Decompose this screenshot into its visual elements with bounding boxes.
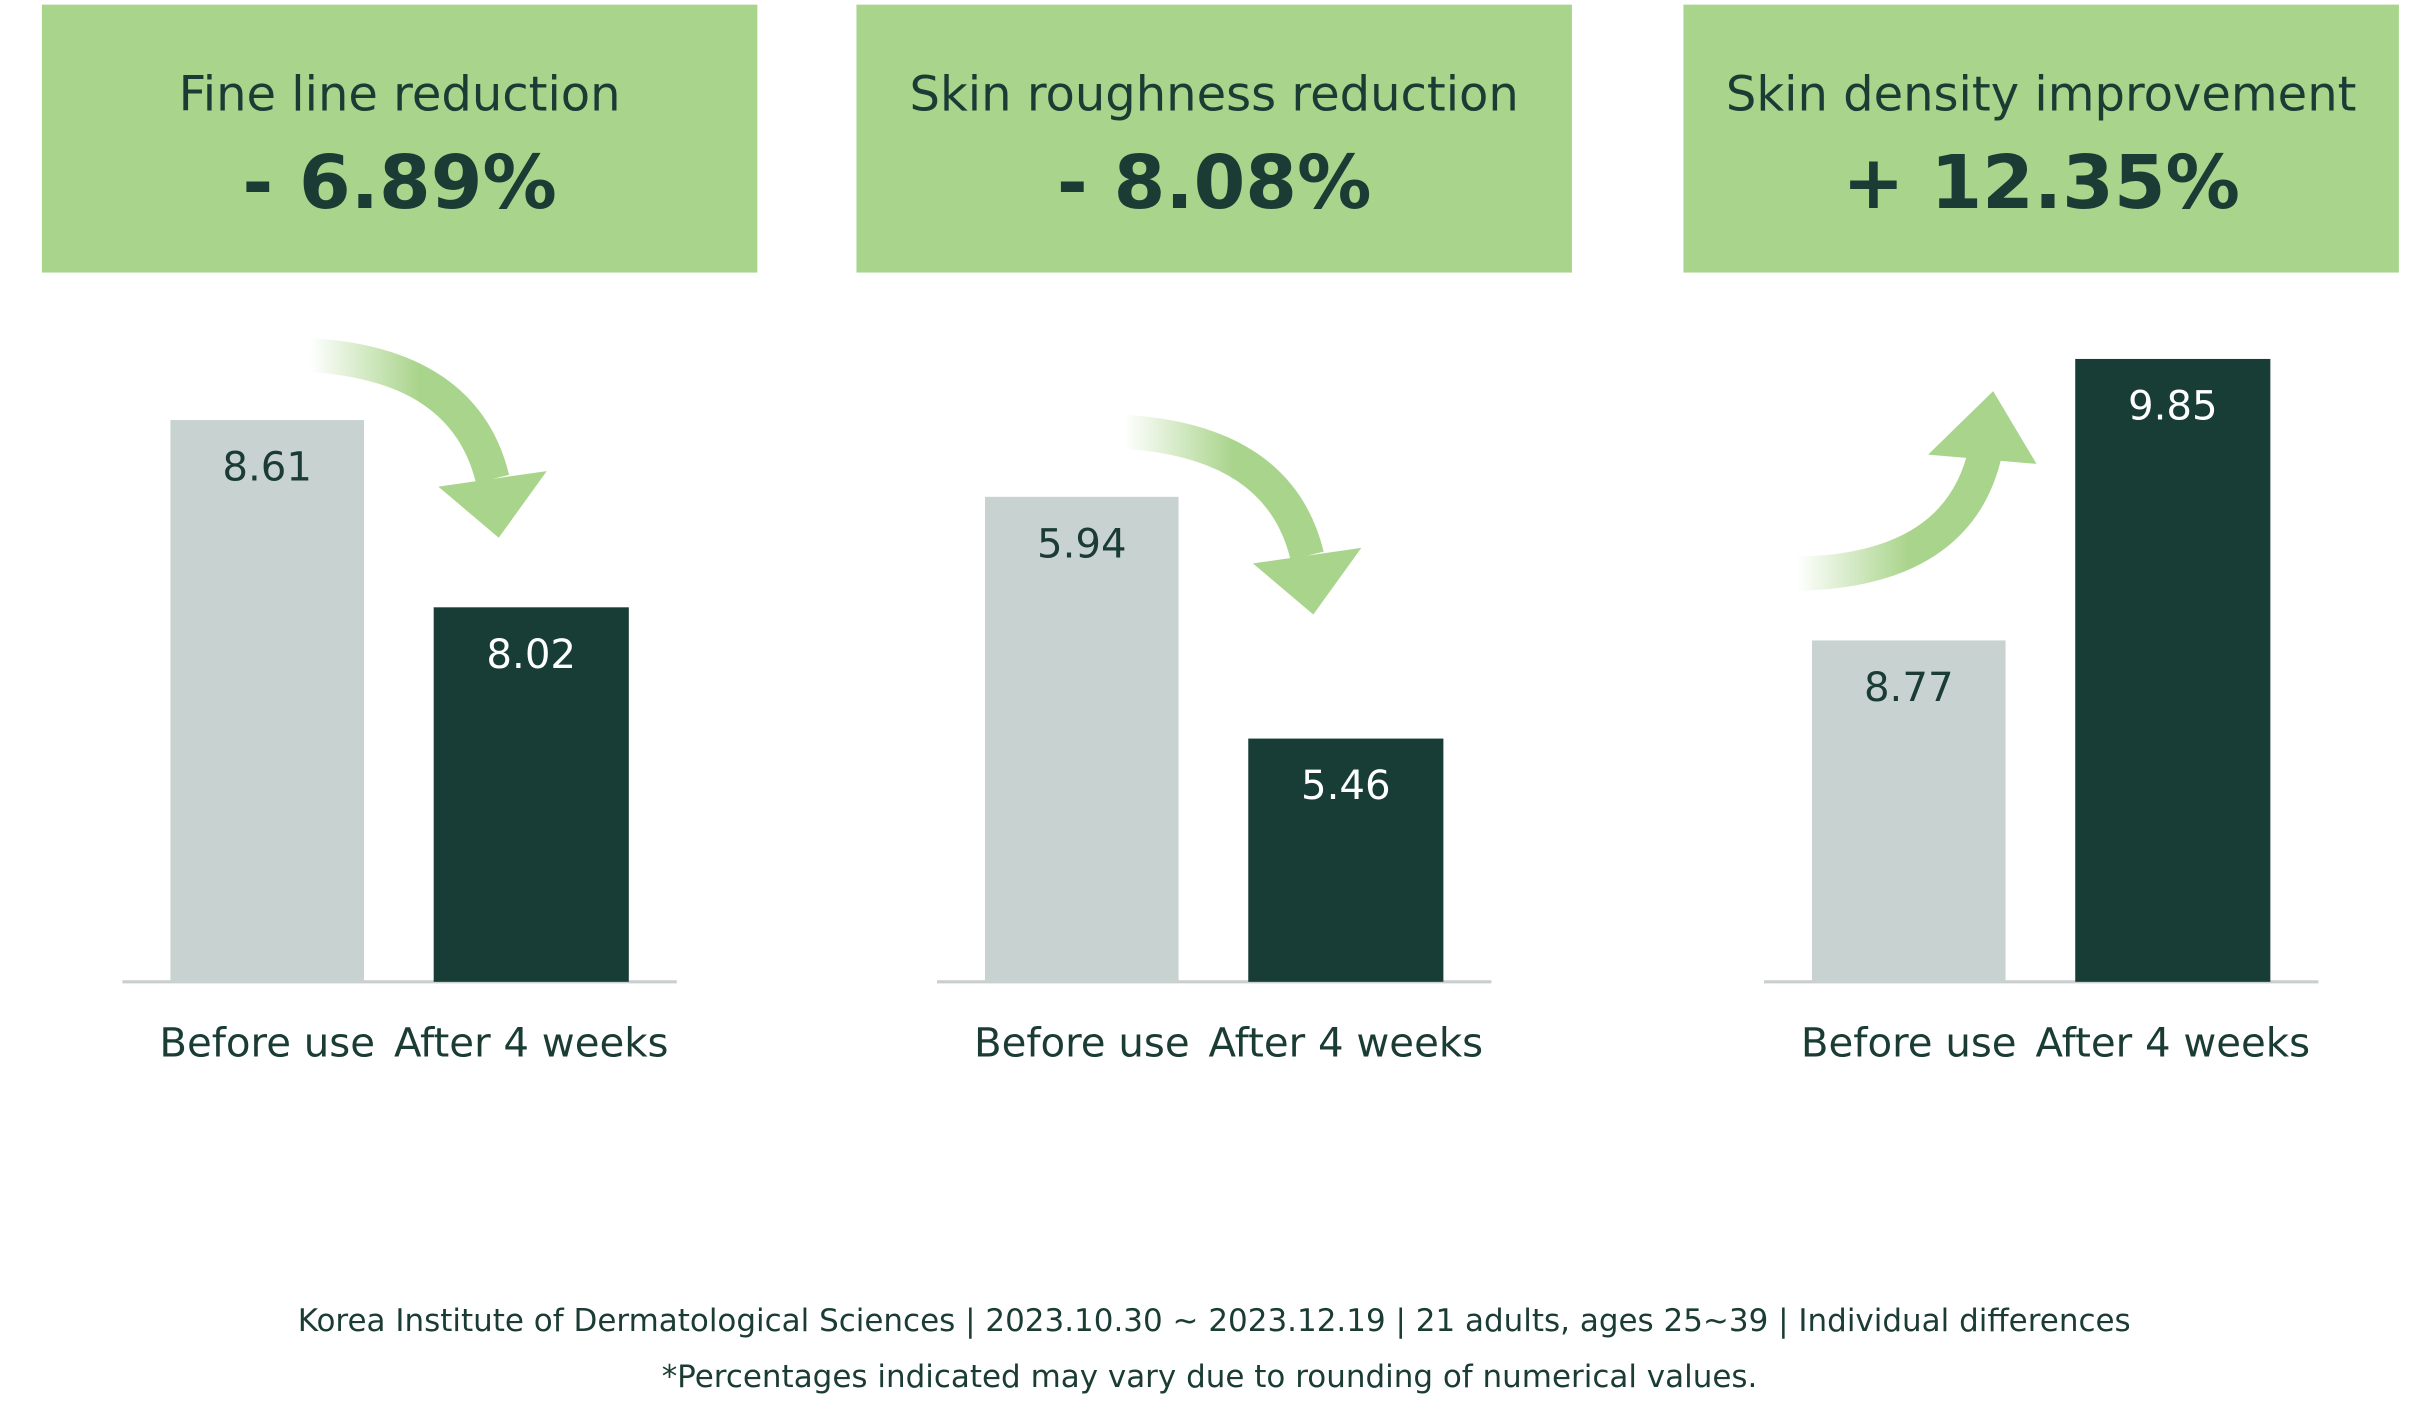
- footer-note: *Percentages indicated may vary due to r…: [662, 1359, 1758, 1395]
- header-box: [41, 4, 758, 273]
- arrow: [308, 338, 510, 484]
- category-label: Before use: [159, 1020, 375, 1066]
- bar: [984, 496, 1179, 982]
- value-label: 8.61: [222, 445, 312, 491]
- arrow: [1123, 414, 1324, 561]
- category-label: After 4 weeks: [2036, 1020, 2311, 1066]
- category-label: After 4 weeks: [1209, 1020, 1484, 1066]
- category-label: Before use: [1801, 1020, 2017, 1066]
- value-label: 5.94: [1037, 521, 1127, 567]
- bar: [170, 420, 364, 982]
- value-label: 8.02: [486, 632, 576, 678]
- arrow-head: [438, 471, 547, 538]
- header-box: [856, 4, 1572, 273]
- category-label: Before use: [974, 1020, 1190, 1066]
- footer-source: Korea Institute of Dermatological Scienc…: [298, 1303, 2131, 1339]
- header-box: [1683, 4, 2399, 273]
- arrow: [1796, 447, 2003, 591]
- chart-title: Skin roughness reduction: [910, 67, 1519, 123]
- headline: + 12.35%: [1842, 139, 2240, 226]
- arrow-head: [1928, 391, 2037, 464]
- chart-title: Skin density improvement: [1726, 67, 2357, 123]
- chart-title: Fine line reduction: [179, 67, 621, 123]
- bar: [433, 607, 629, 982]
- headline: - 6.89%: [242, 139, 557, 226]
- arrow-head: [1252, 547, 1362, 615]
- bar: [1248, 738, 1444, 982]
- bar: [1811, 640, 2006, 982]
- value-label: 8.77: [1864, 665, 1954, 711]
- bar: [2075, 358, 2271, 982]
- headline: - 8.08%: [1057, 139, 1372, 226]
- value-label: 9.85: [2128, 383, 2218, 429]
- value-label: 5.46: [1301, 763, 1391, 809]
- category-label: After 4 weeks: [394, 1020, 669, 1066]
